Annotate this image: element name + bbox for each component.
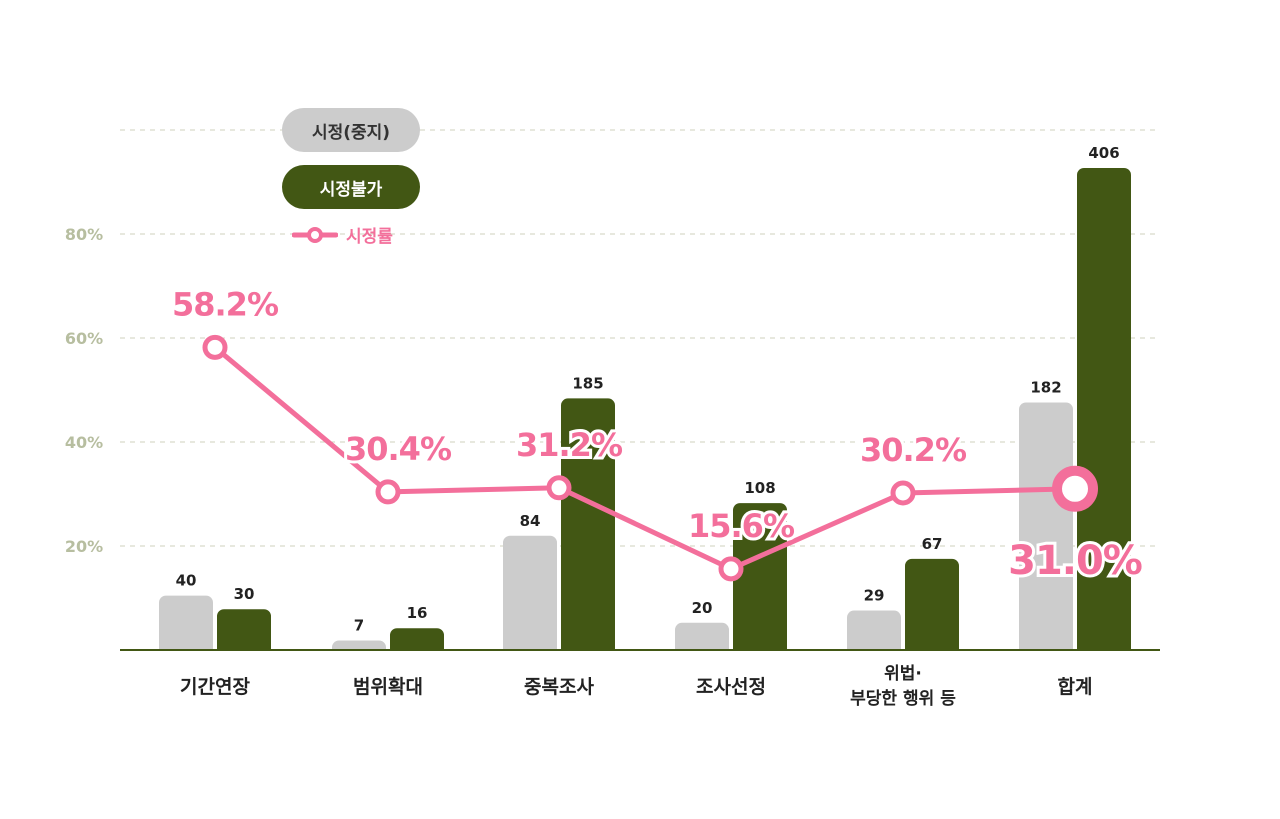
x-tick-label: 중복조사 (524, 676, 594, 698)
bar-corrected (503, 535, 557, 656)
rate-point (718, 556, 744, 582)
x-tick-label: 범위확대 (353, 676, 423, 698)
bar-value-label: 30 (234, 585, 255, 603)
rate-label: 30.4% (345, 430, 452, 468)
bar-corrected (675, 622, 729, 656)
rate-point (375, 479, 401, 505)
y-tick-label: 20% (65, 537, 103, 556)
bar-value-label: 29 (864, 587, 885, 605)
rate-point (1052, 465, 1098, 512)
bar-value-label: 40 (176, 572, 197, 590)
bar-uncorrectable (217, 609, 271, 656)
rate-label: 30.2% (860, 431, 967, 469)
bar-corrected (847, 610, 901, 656)
bar-value-label: 185 (572, 374, 603, 392)
bar-value-label: 108 (744, 479, 775, 497)
rate-label: 15.6% (688, 507, 795, 545)
bar-uncorrectable (905, 558, 959, 656)
bar-value-label: 84 (520, 512, 541, 530)
y-tick-label: 80% (65, 225, 103, 244)
bar-value-label: 406 (1088, 144, 1119, 162)
rate-label: 58.2% (172, 285, 279, 323)
x-tick-label: 위법· 부당한 행위 등 (850, 664, 956, 709)
x-tick-label: 조사선정 (696, 676, 766, 698)
rate-label: 31.2% (516, 426, 623, 464)
bar-corrected (1019, 402, 1073, 656)
bar-uncorrectable (1077, 168, 1131, 656)
legend-item-rate: 시정률 (292, 222, 393, 247)
rate-point (546, 475, 572, 501)
line-marker-icon (292, 226, 338, 243)
rate-point (202, 334, 228, 360)
y-tick-label: 60% (65, 329, 103, 348)
bar-value-label: 20 (692, 599, 713, 617)
rate-line (213, 345, 1076, 572)
legend-label: 시정(중지) (311, 122, 391, 143)
legend-label: 시정률 (346, 227, 393, 247)
bar-value-label: 7 (354, 616, 364, 634)
bar-uncorrectable (561, 398, 615, 656)
axis-mask (120, 650, 1160, 680)
bar-value-label: 16 (407, 604, 428, 622)
bar-value-label: 67 (922, 535, 943, 553)
x-tick-label: 합계 (1057, 676, 1093, 698)
legend-label: 시정불가 (319, 179, 383, 200)
bar-corrected (159, 595, 213, 656)
legend-item-uncorrectable: 시정불가 (282, 165, 420, 209)
x-tick-label: 기간연장 (180, 676, 250, 698)
rate-label: 31.0% (1008, 538, 1142, 584)
rate-point (890, 480, 916, 506)
bar-uncorrectable (733, 503, 787, 656)
bar-value-label: 182 (1030, 378, 1061, 396)
y-tick-label: 40% (65, 433, 103, 452)
legend-item-corrected: 시정(중지) (282, 108, 420, 152)
